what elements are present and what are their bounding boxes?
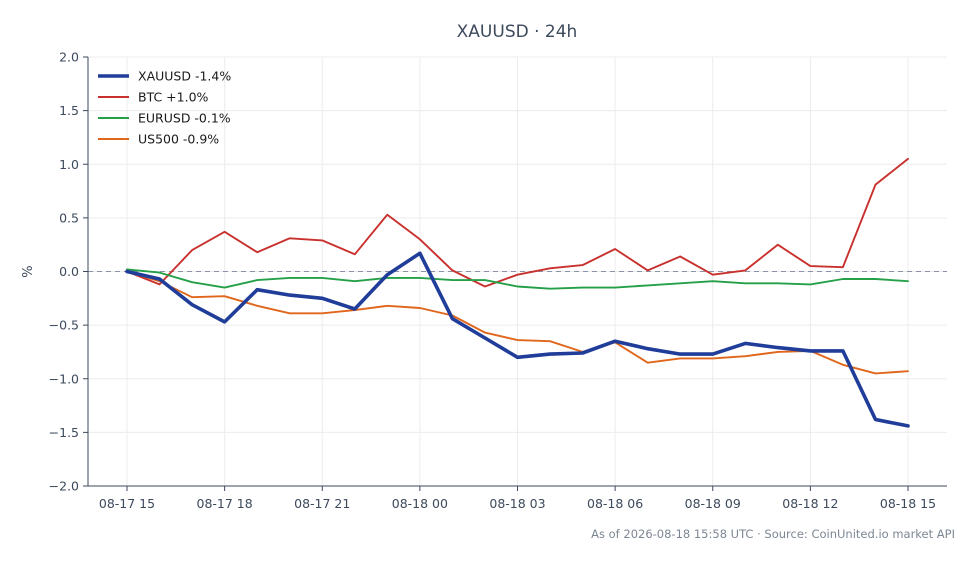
y-tick-label: 1.0 [59, 157, 79, 172]
legend-label: EURUSD -0.1% [138, 111, 231, 126]
x-axis-ticks: 08-17 15 08-17 18 08-17 21 08-18 00 08-18 03… [99, 486, 936, 511]
y-tick-label: −0.5 [49, 318, 79, 333]
x-tick-label: 08-18 06 [587, 496, 643, 511]
series-line-eurusd [126, 268, 909, 290]
x-tick-label: 08-17 15 [99, 496, 155, 511]
series-line-btc [126, 157, 909, 288]
chart-title: XAUUSD · 24h [457, 22, 578, 42]
y-tick-label: 0.5 [59, 210, 79, 225]
series-lines [125, 157, 910, 428]
x-tick-label: 08-18 00 [392, 496, 448, 511]
legend-label: BTC +1.0% [138, 90, 209, 105]
legend-label: XAUUSD -1.4% [138, 69, 231, 84]
y-tick-label: 2.0 [59, 50, 79, 65]
x-tick-label: 08-18 03 [489, 496, 545, 511]
legend-label: US500 -0.9% [138, 132, 219, 147]
y-tick-label: 1.5 [59, 103, 79, 118]
x-tick-label: 08-18 12 [782, 496, 838, 511]
y-tick-label: −2.0 [49, 479, 79, 494]
y-axis-label: % [21, 265, 36, 277]
y-axis-ticks: 2.0 1.5 1.0 0.5 0.0 −0.5 −1.0 −1.5 −2.0 [49, 50, 88, 494]
x-tick-label: 08-17 21 [294, 496, 350, 511]
y-tick-label: −1.5 [49, 425, 79, 440]
series-line-xauusd [125, 251, 910, 428]
x-tick-label: 08-17 18 [197, 496, 253, 511]
legend: XAUUSD -1.4% BTC +1.0% EURUSD -0.1% US500 -… [98, 69, 231, 147]
series-line-us500 [126, 270, 909, 375]
y-tick-label: 0.0 [59, 264, 79, 279]
source-footnote: As of 2026-08-18 15:58 UTC · Source: Coi… [591, 527, 955, 541]
x-tick-label: 08-18 15 [880, 496, 936, 511]
y-tick-label: −1.0 [49, 371, 79, 386]
x-tick-label: 08-18 09 [685, 496, 741, 511]
